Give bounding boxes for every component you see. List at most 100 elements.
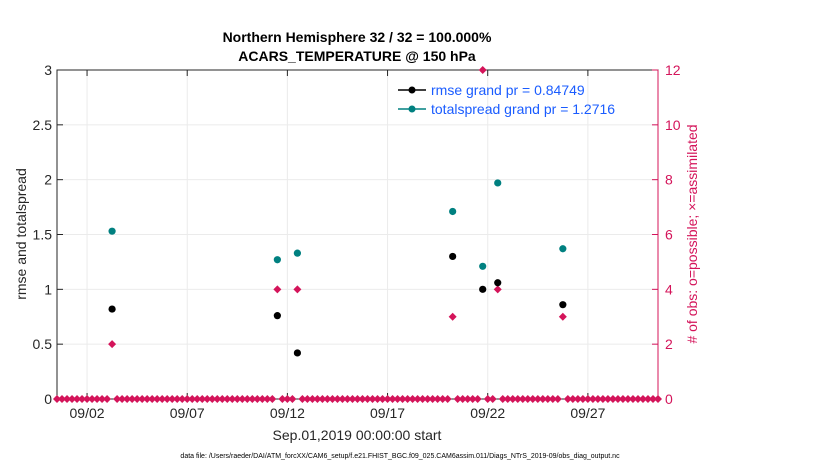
obs-marker	[103, 395, 112, 403]
obs-marker	[133, 395, 142, 403]
obs-marker	[338, 395, 347, 403]
footnote: data file: /Users/raeder/DAI/ATM_forcXX/…	[180, 453, 620, 460]
obs-marker	[593, 395, 602, 403]
y-left-tick-label: 1	[44, 281, 52, 297]
obs-marker	[538, 395, 547, 403]
x-tick-label: 09/22	[470, 405, 505, 421]
rmse-point	[559, 301, 567, 309]
obs-marker	[108, 340, 117, 349]
obs-marker	[398, 395, 407, 403]
obs-marker	[113, 395, 122, 403]
obs-marker	[468, 395, 477, 403]
totalspread-point	[273, 256, 281, 264]
chart-title-line2: ACARS_TEMPERATURE @ 150 hPa	[238, 48, 476, 64]
obs-marker	[323, 395, 332, 403]
y-left-tick-label: 0	[44, 391, 52, 407]
totalspread-point	[293, 249, 301, 257]
obs-marker	[583, 395, 592, 403]
rmse-point	[273, 312, 281, 320]
rmse-point	[494, 279, 502, 287]
obs-marker	[483, 395, 492, 403]
legend-totalspread-marker	[408, 105, 416, 113]
obs-marker	[638, 395, 647, 403]
obs-marker	[168, 395, 177, 403]
obs-marker	[148, 395, 157, 403]
obs-marker	[353, 395, 362, 403]
obs-marker	[508, 395, 517, 403]
obs-marker	[388, 395, 397, 403]
obs-marker	[53, 395, 61, 403]
obs-marker	[83, 395, 92, 403]
obs-marker	[403, 395, 412, 403]
obs-marker	[513, 395, 522, 403]
obs-marker	[443, 395, 452, 403]
obs-marker	[633, 395, 642, 403]
obs-marker	[313, 395, 322, 403]
obs-marker	[288, 395, 297, 403]
obs-marker	[473, 395, 482, 403]
legend-rmse-marker	[408, 86, 416, 94]
obs-marker	[478, 66, 487, 74]
obs-marker	[418, 395, 427, 403]
y-axis-right-ticks: 0 2 4 6 8 10 12	[652, 62, 681, 407]
obs-marker	[523, 395, 532, 403]
obs-marker	[488, 395, 497, 403]
x-axis-label: Sep.01,2019 00:00:00 start	[273, 427, 442, 443]
obs-marker	[563, 395, 572, 403]
obs-marker	[543, 395, 552, 403]
obs-marker	[333, 395, 342, 403]
obs-marker	[118, 395, 127, 403]
x-tick-label: 09/07	[170, 405, 205, 421]
obs-marker	[218, 395, 227, 403]
obs-marker	[368, 395, 377, 403]
x-tick-label: 09/17	[370, 405, 405, 421]
obs-marker	[503, 395, 512, 403]
obs-marker	[618, 395, 627, 403]
obs-marker	[303, 395, 312, 403]
obs-marker	[613, 395, 622, 403]
totalspread-point	[479, 262, 487, 270]
obs-assimilated-series	[53, 66, 662, 403]
obs-marker	[93, 395, 102, 403]
rmse-point	[479, 285, 487, 293]
obs-marker	[518, 395, 527, 403]
x-tick-label: 09/12	[270, 405, 305, 421]
obs-marker	[413, 395, 422, 403]
y-right-tick-label: 2	[665, 336, 673, 352]
obs-marker	[343, 395, 352, 403]
obs-marker	[603, 395, 612, 403]
obs-marker	[298, 395, 307, 403]
obs-marker	[78, 395, 87, 403]
obs-marker	[438, 395, 447, 403]
obs-marker	[608, 395, 617, 403]
chart-title-line1: Northern Hemisphere 32 / 32 = 100.000%	[223, 29, 492, 45]
obs-marker	[143, 395, 152, 403]
obs-marker	[233, 395, 242, 403]
obs-marker	[428, 395, 437, 403]
obs-marker	[293, 285, 302, 294]
y-left-tick-label: 3	[44, 62, 52, 78]
obs-marker	[158, 395, 167, 403]
obs-marker	[318, 395, 327, 403]
totalspread-point	[449, 207, 457, 216]
x-tick-label: 09/27	[570, 405, 605, 421]
y-right-tick-label: 0	[665, 391, 673, 407]
obs-marker	[528, 395, 537, 403]
obs-marker	[433, 395, 442, 403]
obs-marker	[648, 395, 657, 403]
obs-marker	[188, 395, 197, 403]
obs-marker	[448, 312, 457, 321]
rmse-series	[108, 252, 567, 357]
x-tick-label: 09/02	[70, 405, 105, 421]
obs-marker	[378, 395, 387, 403]
obs-marker	[178, 395, 187, 403]
obs-marker	[393, 395, 402, 403]
obs-marker	[228, 395, 237, 403]
obs-marker	[493, 285, 502, 294]
obs-marker	[533, 395, 542, 403]
legend-totalspread-label: totalspread grand pr = 1.2716	[431, 101, 615, 117]
y-right-tick-label: 4	[665, 281, 673, 297]
obs-marker	[273, 285, 282, 294]
obs-marker	[283, 395, 292, 403]
